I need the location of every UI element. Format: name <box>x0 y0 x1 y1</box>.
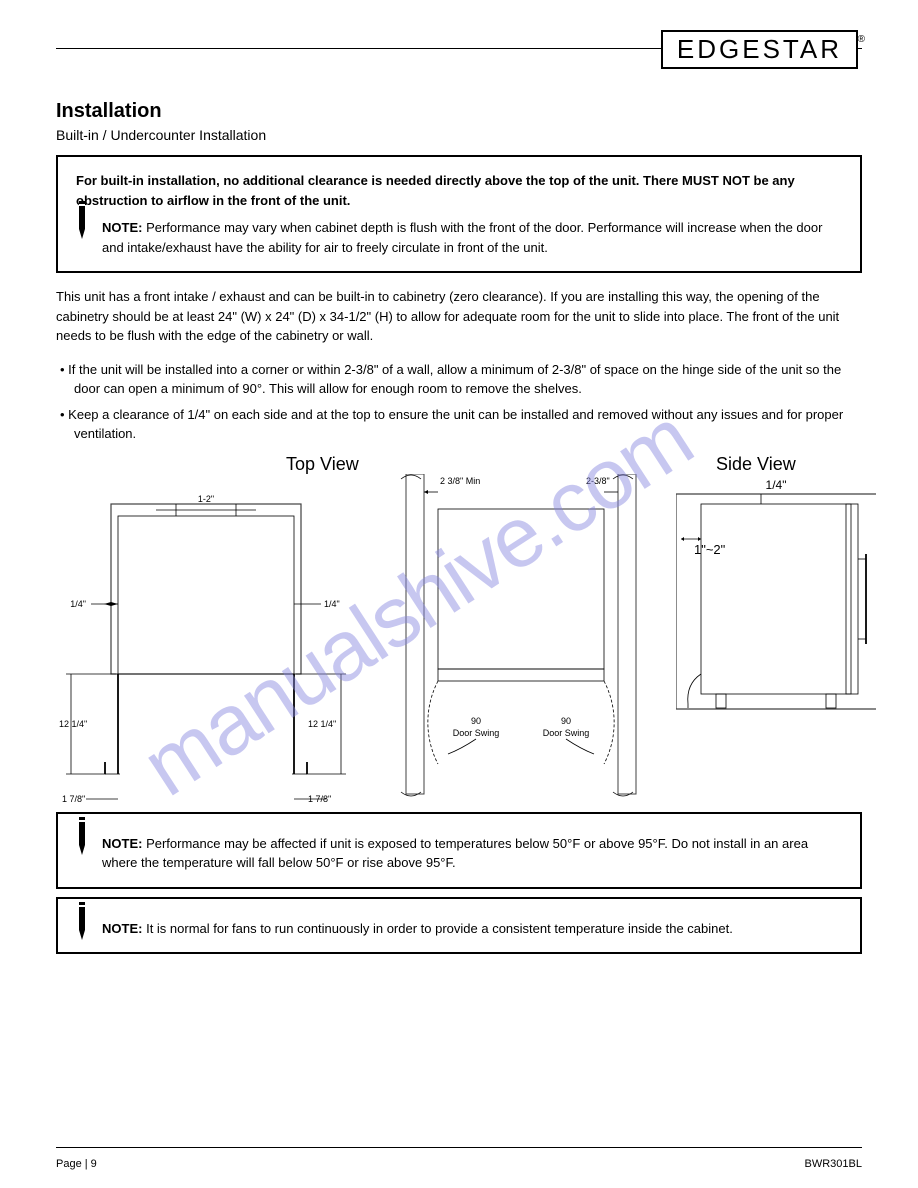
note-3-body: It is normal for fans to run continuousl… <box>146 921 733 936</box>
note-box-2: NOTE: Performance may be affected if uni… <box>56 812 862 889</box>
dim-wall-r: 2-3/8" <box>586 476 610 486</box>
note-1-bold: For built-in installation, no additional… <box>76 171 842 210</box>
top-view-1-svg: 1-2" 1/4" 1/4" 12 1/4" 12 1/4" 1 7/8" <box>56 474 356 804</box>
footer: Page | 9 BWR301BL <box>56 1158 862 1170</box>
note-box-3: NOTE: It is normal for fans to run conti… <box>56 897 862 955</box>
dim-wall-l: 2 3/8" Min <box>440 476 480 486</box>
note-2-body: Performance may be affected if unit is e… <box>102 836 808 871</box>
page-title: Installation <box>56 100 862 123</box>
bullet-2: Keep a clearance of 1/4" on each side an… <box>74 405 862 444</box>
swing-r-1: 90 <box>561 716 571 726</box>
note-1-body: Performance may vary when cabinet depth … <box>102 220 822 255</box>
bullet-1: If the unit will be installed into a cor… <box>74 360 862 399</box>
dim-side-top: 1/4" <box>766 478 787 492</box>
note-3-label: NOTE: <box>102 921 142 936</box>
dim-handle-r: 1 7/8" <box>308 794 331 804</box>
diagram-area: Top View Side View 1-2" 1/4" <box>56 454 862 804</box>
side-view-label: Side View <box>716 454 796 475</box>
dim-rear: 1-2" <box>198 494 214 504</box>
dim-side-r: 1/4" <box>324 599 340 609</box>
dim-door-l: 12 1/4" <box>59 719 87 729</box>
dim-handle-l: 1 7/8" <box>62 794 85 804</box>
page-subtitle: Built-in / Undercounter Installation <box>56 127 862 143</box>
top-view-2-svg: 2 3/8" Min 2-3/8" 90 Door Swing 90 Door … <box>376 474 666 804</box>
note-2-label: NOTE: <box>102 836 142 851</box>
dim-door-r: 12 1/4" <box>308 719 336 729</box>
note-1-label: NOTE: <box>102 220 142 235</box>
note-3-text: NOTE: It is normal for fans to run conti… <box>102 919 733 939</box>
paragraph-1: This unit has a front intake / exhaust a… <box>56 287 862 346</box>
note-2-text: NOTE: Performance may be affected if uni… <box>102 834 842 873</box>
brand-logo: EDGESTAR <box>661 30 858 69</box>
swing-l-2: Door Swing <box>453 728 500 738</box>
side-view-svg: 1/4" 1"~2" <box>676 474 876 734</box>
swing-r-2: Door Swing <box>543 728 590 738</box>
top-view-label: Top View <box>286 454 359 475</box>
swing-l-1: 90 <box>471 716 481 726</box>
note-box-1: For built-in installation, no additional… <box>56 155 862 273</box>
note-1-text: NOTE: Performance may vary when cabinet … <box>102 218 842 257</box>
dim-side-l: 1/4" <box>70 599 86 609</box>
dim-side-rear: 1"~2" <box>694 542 726 557</box>
page-content: Installation Built-in / Undercounter Ins… <box>56 90 862 962</box>
footer-page: Page | 9 <box>56 1158 97 1170</box>
footer-rule <box>56 1147 862 1148</box>
footer-model: BWR301BL <box>805 1158 862 1170</box>
